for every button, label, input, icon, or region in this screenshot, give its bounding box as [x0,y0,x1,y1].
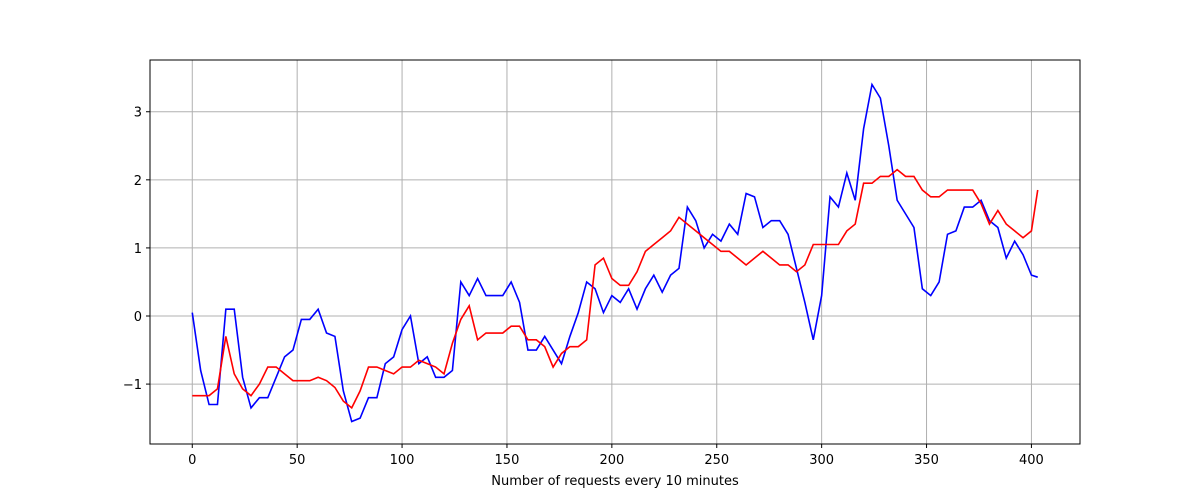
series-line [192,168,1039,410]
x-tick-label: 0 [188,453,196,468]
x-tick-label: 100 [390,453,415,468]
y-tick-label: 3 [134,106,142,121]
series-line [191,82,1038,423]
y-tick-label: 0 [134,310,142,325]
x-tick-label: 250 [704,453,729,468]
x-tick-label: 300 [809,453,834,468]
y-tick-label: 2 [134,174,142,189]
plot-area [150,60,1080,444]
y-tick-label: 1 [134,242,142,257]
x-tick-label: 400 [1019,453,1044,468]
x-tick-label: 150 [495,453,520,468]
x-tick-label: 50 [289,453,306,468]
axes-frame [149,59,1081,445]
x-tick-label: 350 [914,453,939,468]
x-tick-label: 200 [599,453,624,468]
x-axis-label: Number of requests every 10 minutes [491,474,739,489]
y-tick-label: −1 [123,378,142,393]
